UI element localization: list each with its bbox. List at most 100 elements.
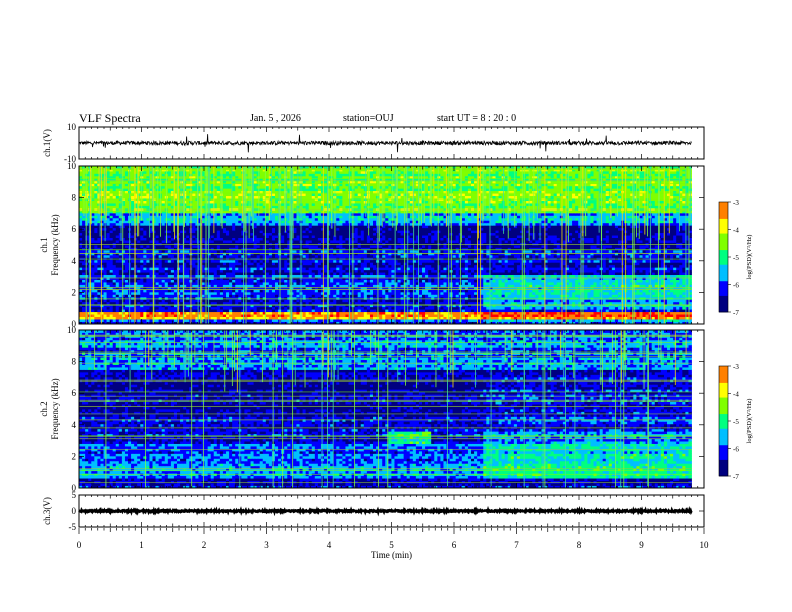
heatmap-cell bbox=[311, 314, 316, 317]
heatmap-cell bbox=[79, 277, 83, 280]
heatmap-cell bbox=[590, 319, 594, 322]
heatmap-cell bbox=[483, 299, 487, 303]
heatmap-cell bbox=[112, 301, 117, 305]
heatmap-cell bbox=[461, 264, 466, 268]
heatmap-cell bbox=[437, 301, 441, 305]
heatmap-cell bbox=[256, 269, 261, 273]
heatmap-cell bbox=[397, 311, 401, 315]
heatmap-cell bbox=[287, 267, 291, 271]
heatmap-cell bbox=[333, 311, 337, 315]
heatmap-cell bbox=[253, 309, 258, 313]
heatmap-cell bbox=[106, 289, 111, 293]
heatmap-cell bbox=[115, 304, 120, 308]
heatmap-cell bbox=[670, 282, 674, 285]
heatmap-cell bbox=[100, 282, 104, 285]
heatmap-cell bbox=[498, 299, 503, 303]
heatmap-cell bbox=[121, 277, 126, 280]
heatmap-cell bbox=[403, 321, 408, 325]
heatmap-cell bbox=[207, 309, 212, 313]
heatmap-cell bbox=[553, 291, 558, 295]
heatmap-cell bbox=[486, 319, 490, 322]
heatmap-cell bbox=[550, 319, 555, 322]
heatmap-cell bbox=[124, 304, 129, 308]
heatmap-cell bbox=[523, 272, 527, 276]
heatmap-cell bbox=[134, 304, 138, 308]
heatmap-cell bbox=[363, 299, 368, 303]
heatmap-cell bbox=[238, 279, 242, 283]
heatmap-cell bbox=[345, 264, 349, 268]
heatmap-cell bbox=[431, 282, 435, 285]
heatmap-cell bbox=[569, 284, 573, 288]
heatmap-cell bbox=[348, 286, 352, 290]
heatmap-cell bbox=[170, 299, 175, 303]
heatmap-cell bbox=[440, 304, 444, 308]
heatmap-cell bbox=[553, 274, 558, 278]
heatmap-cell bbox=[115, 282, 120, 285]
heatmap-cell bbox=[137, 319, 141, 322]
heatmap-cell bbox=[146, 309, 150, 313]
heatmap-cell bbox=[516, 296, 521, 300]
heatmap-cell bbox=[461, 272, 466, 276]
heatmap-cell bbox=[170, 279, 175, 283]
heatmap-cell bbox=[213, 306, 218, 310]
heatmap-cell bbox=[293, 284, 297, 288]
heatmap-cell bbox=[293, 314, 297, 317]
heatmap-cell bbox=[572, 289, 576, 293]
heatmap-cell bbox=[513, 306, 518, 310]
heatmap-cell bbox=[431, 291, 435, 295]
heatmap-cell bbox=[431, 284, 435, 288]
heatmap-cell bbox=[369, 277, 374, 280]
heatmap-cell bbox=[480, 316, 484, 320]
heatmap-cell bbox=[357, 272, 362, 276]
heatmap-cell bbox=[91, 282, 95, 285]
heatmap-cell bbox=[275, 264, 279, 268]
heatmap-cell bbox=[639, 316, 643, 320]
heatmap-cell bbox=[654, 296, 659, 300]
heatmap-cell bbox=[495, 314, 499, 317]
heatmap-cell bbox=[550, 314, 555, 317]
heatmap-cell bbox=[397, 316, 401, 320]
heatmap-cell bbox=[630, 289, 634, 293]
heatmap-cell bbox=[320, 304, 325, 308]
heatmap-cell bbox=[320, 269, 325, 273]
heatmap-cell bbox=[256, 277, 261, 280]
heatmap-cell bbox=[467, 264, 472, 268]
heatmap-cell bbox=[360, 282, 365, 285]
heatmap-cell bbox=[97, 264, 101, 268]
heatmap-cell bbox=[400, 274, 405, 278]
heatmap-cell bbox=[547, 289, 552, 293]
heatmap-cell bbox=[495, 286, 499, 290]
heatmap-cell bbox=[158, 286, 163, 290]
heatmap-cell bbox=[161, 284, 166, 288]
heatmap-cell bbox=[192, 289, 196, 293]
heatmap-cell bbox=[391, 264, 395, 268]
heatmap-cell bbox=[216, 306, 221, 310]
heatmap-cell bbox=[363, 314, 368, 317]
heatmap-cell bbox=[425, 289, 429, 293]
heatmap-cell bbox=[327, 291, 331, 295]
heatmap-cell bbox=[201, 319, 205, 322]
heatmap-cell bbox=[547, 309, 552, 313]
heatmap-cell bbox=[412, 299, 417, 303]
heatmap-cell bbox=[357, 269, 362, 273]
heatmap-cell bbox=[256, 316, 261, 320]
heatmap-cell bbox=[621, 301, 625, 305]
heatmap-cell bbox=[284, 291, 288, 295]
heatmap-cell bbox=[541, 264, 545, 268]
heatmap-cell bbox=[112, 264, 117, 268]
heatmap-cell bbox=[415, 284, 420, 288]
heatmap-cell bbox=[633, 289, 637, 293]
heatmap-cell bbox=[342, 316, 346, 320]
heatmap-cell bbox=[660, 301, 665, 305]
heatmap-cell bbox=[596, 277, 601, 280]
heatmap-cell bbox=[483, 286, 487, 290]
heatmap-cell bbox=[477, 282, 481, 285]
heatmap-cell bbox=[222, 289, 227, 293]
heatmap-cell bbox=[418, 309, 423, 313]
heatmap-cell bbox=[633, 269, 637, 273]
heatmap-cell bbox=[143, 314, 147, 317]
heatmap-cell bbox=[547, 299, 552, 303]
heatmap-cell bbox=[486, 299, 490, 303]
heatmap-cell bbox=[324, 316, 328, 320]
heatmap-cell bbox=[575, 282, 579, 285]
